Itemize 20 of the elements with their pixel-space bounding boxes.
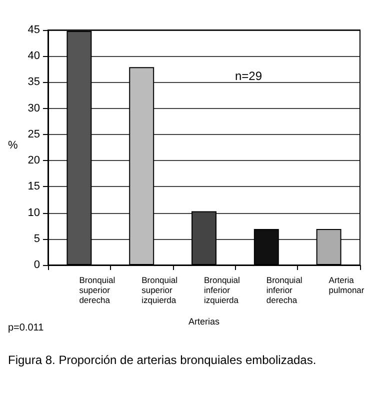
x-tick-label: Bronquial superior derecha bbox=[79, 275, 116, 305]
x-tick-label: Bronquial inferior derecha bbox=[266, 275, 302, 305]
y-tick-label: 40 bbox=[28, 50, 40, 62]
x-tick-label: Bronquial inferior izquierda bbox=[204, 275, 240, 305]
x-tick-label: Arteria pulmonar bbox=[328, 275, 364, 295]
y-tick-label: 25 bbox=[28, 128, 40, 140]
text: Figura 8. Proporción de arterias bronquiales embolizadas. bbox=[8, 353, 316, 367]
y-tick-label: 30 bbox=[28, 102, 40, 114]
y-tick-label: 10 bbox=[28, 206, 40, 219]
y-tick-label: 35 bbox=[28, 76, 40, 88]
y-tick-label: 0 bbox=[34, 259, 40, 271]
y-axis-title: % bbox=[8, 140, 18, 152]
y-tick-label: 45 bbox=[28, 24, 40, 36]
annotation: n=29 bbox=[235, 69, 262, 83]
y-tick-label: 5 bbox=[34, 232, 40, 245]
y-tick-label: 15 bbox=[28, 180, 40, 193]
y-tick-label: 20 bbox=[28, 154, 40, 167]
x-tick-label: Bronquial superior izquierda bbox=[142, 275, 178, 305]
text: p=0.011 bbox=[8, 322, 44, 334]
x-axis-title: Arterias bbox=[188, 316, 220, 326]
